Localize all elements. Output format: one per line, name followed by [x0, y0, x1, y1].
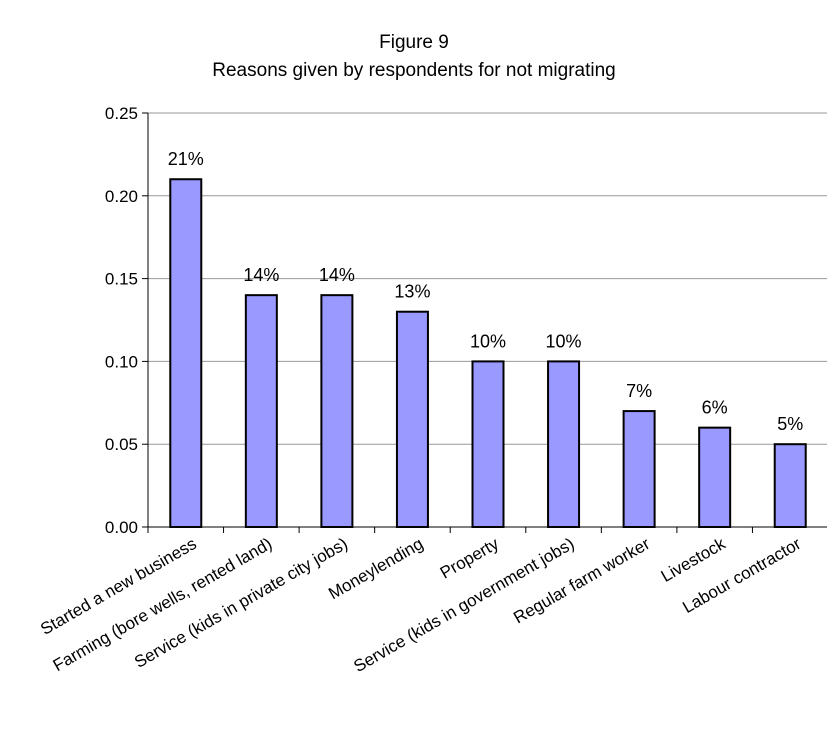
y-tick-label: 0.25 — [105, 104, 138, 123]
bar — [698, 426, 732, 529]
chart-subtitle: Reasons given by respondents for not mig… — [212, 60, 615, 81]
data-label: 7% — [626, 381, 652, 401]
data-label: 10% — [546, 331, 582, 351]
y-tick-label: 0.05 — [105, 435, 138, 454]
y-tick-label: 0.20 — [105, 187, 138, 206]
bar — [244, 294, 278, 528]
chart-title: Figure 9 — [379, 32, 449, 53]
x-tick-label: Regular farm worker — [510, 534, 653, 628]
y-tick-label: 0.15 — [105, 270, 138, 289]
data-label: 13% — [394, 282, 430, 302]
bars — [169, 178, 807, 529]
data-label: 5% — [777, 414, 803, 434]
bar — [320, 294, 354, 528]
bar — [395, 310, 429, 528]
data-labels: 21% 14% 14% 13% 10% 10% 7% 6% 5% — [168, 149, 803, 434]
y-tick-labels: 0.00 0.05 0.10 0.15 0.20 0.25 — [105, 104, 138, 537]
bar — [773, 443, 807, 529]
bar — [471, 360, 505, 528]
data-label: 6% — [702, 398, 728, 418]
data-label: 10% — [470, 331, 506, 351]
data-label: 14% — [319, 265, 355, 285]
data-label: 14% — [243, 265, 279, 285]
data-label: 21% — [168, 149, 204, 169]
y-tick-label: 0.10 — [105, 352, 138, 371]
x-tick-label: Property — [437, 534, 503, 583]
y-tick-label: 0.00 — [105, 518, 138, 537]
bar — [169, 178, 203, 529]
bar — [622, 410, 656, 528]
bar — [547, 360, 581, 528]
